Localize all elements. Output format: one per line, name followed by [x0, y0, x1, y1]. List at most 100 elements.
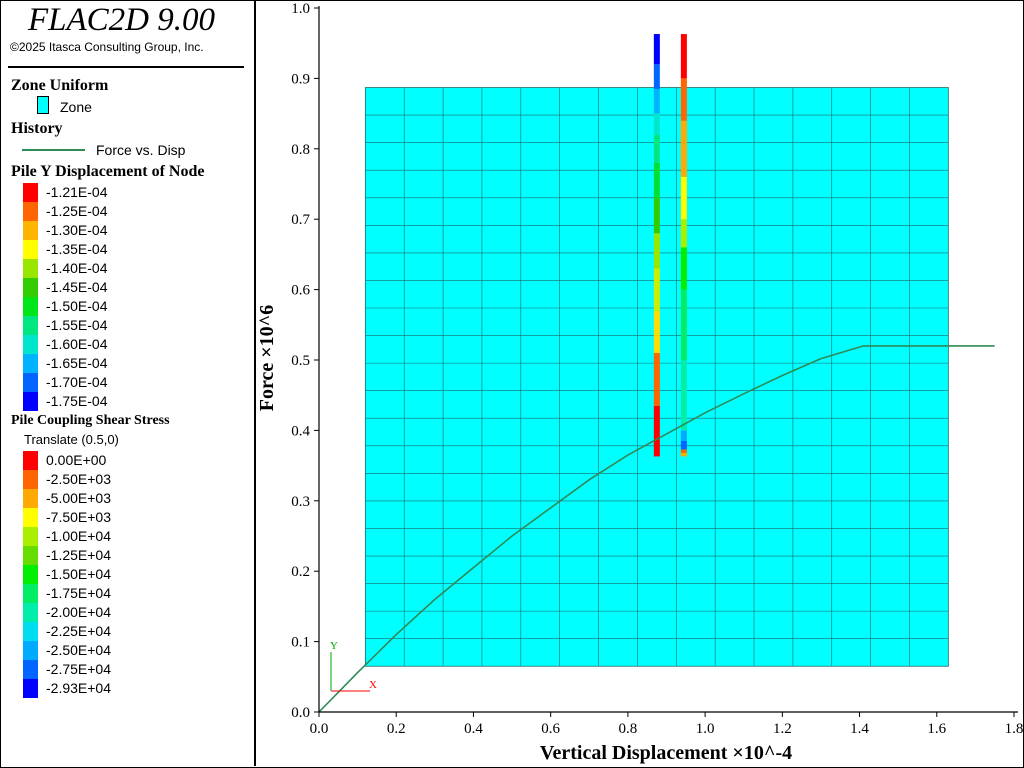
pile-displacement-segment	[653, 88, 660, 114]
pile-displacement-segment	[653, 233, 660, 269]
pile-disp-scale-swatch	[23, 240, 38, 259]
x-tick-label: 1.2	[773, 721, 792, 737]
pile-shear-scale-label: -1.50E+04	[46, 566, 111, 582]
y-tick-label: 0.9	[291, 71, 310, 87]
pile-shear-scale-label: 0.00E+00	[46, 452, 107, 468]
pile-shear-scale-labels: 0.00E+00 -2.50E+03 -5.00E+03 -7.50E+03 -1.00…	[46, 451, 111, 698]
y-tick-label: 0.2	[291, 564, 310, 580]
y-tick-label: 0.1	[291, 635, 310, 651]
pile-shear-segment	[680, 360, 687, 431]
pile-displacement-segment	[653, 405, 660, 457]
series-line-force-vs-disp	[318, 345, 995, 713]
zone-header: Zone Uniform	[11, 77, 109, 94]
pile-disp-scale-label: -1.30E-04	[46, 222, 108, 238]
pile-disp-scale-label: -1.25E-04	[46, 203, 108, 219]
pile-disp-scale-label: -1.65E-04	[46, 355, 108, 371]
x-tick-label: 0.0	[310, 721, 329, 737]
pile-shear-segment	[680, 440, 687, 450]
pile-shear-header: Pile Coupling Shear Stress	[11, 413, 170, 428]
pile-disp-color-scale	[23, 183, 38, 411]
pile-disp-scale-label: -1.35E-04	[46, 241, 108, 257]
pile-disp-scale-swatch	[23, 221, 38, 240]
axes: 0.0 0.2 0.4 0.6 0.8 1.0 1.2 1.4 1.6 1.8 0.0 0.1 0.2 0…	[291, 1, 1023, 737]
pile-shear-scale-swatch	[23, 641, 38, 660]
history-header: History	[11, 120, 63, 137]
pile-shear-segment	[680, 247, 687, 290]
y-tick-label: 0.0	[291, 705, 310, 721]
x-axis-label: Vertical Displacement ×10^-4	[540, 742, 792, 764]
pile-shear-scale-label: -2.25E+04	[46, 623, 111, 639]
legend-panel: FLAC2D 9.00 ©2025 Itasca Consulting Grou…	[0, 0, 256, 766]
pile-disp-scale-swatch	[23, 373, 38, 392]
pile-shear-scale-label: -1.75E+04	[46, 585, 111, 601]
pile-shear-segment	[680, 120, 687, 177]
pile-disp-scale-label: -1.70E-04	[46, 374, 108, 390]
pile-shear-segment	[680, 430, 687, 441]
pile-shear-segment	[680, 452, 687, 457]
pile-shear-scale-swatch	[23, 489, 38, 508]
pile-shear-scale-label: -2.93E+04	[46, 680, 111, 696]
pile-displacement-segment	[653, 113, 660, 135]
pile-disp-scale-label: -1.50E-04	[46, 298, 108, 314]
pile-shear-scale-swatch	[23, 660, 38, 679]
pile-disp-scale-swatch	[23, 278, 38, 297]
y-tick-label: 0.7	[291, 212, 310, 228]
pile-shear-scale-label: -1.25E+04	[46, 547, 111, 563]
pile-shear-scale-swatch	[23, 622, 38, 641]
x-tick-label: 1.4	[850, 721, 869, 737]
pile-disp-scale-label: -1.55E-04	[46, 317, 108, 333]
pile-disp-scale-swatch	[23, 335, 38, 354]
pile-shear-scale-swatch	[23, 508, 38, 527]
y-axis-label: Force ×10^6	[256, 305, 278, 412]
pile-shear-scale-label: -7.50E+03	[46, 509, 111, 525]
pile-disp-scale-swatch	[23, 354, 38, 373]
pile-shear-scale-label: -2.50E+03	[46, 471, 111, 487]
pile-shear-subtitle: Translate (0.5,0)	[24, 432, 119, 447]
pile-shear-scale-swatch	[23, 603, 38, 622]
pile-shear-scale-swatch	[23, 470, 38, 489]
pile-disp-scale-label: -1.75E-04	[46, 393, 108, 409]
pile-shear-scale-label: -1.00E+04	[46, 528, 111, 544]
y-tick-label: 1.0	[291, 1, 310, 17]
pile-shear-segment	[680, 78, 687, 121]
pile-shear-scale-swatch	[23, 679, 38, 698]
x-tick-label: 1.6	[927, 721, 946, 737]
series-lines	[318, 345, 995, 713]
pile-displacement-segment	[653, 134, 660, 163]
x-tick-label: 1.8	[1005, 721, 1024, 737]
pile-disp-header: Pile Y Displacement of Node	[11, 163, 205, 180]
pile-shear-scale-swatch	[23, 527, 38, 546]
pile-elements	[653, 34, 687, 457]
x-tick-label: 0.6	[541, 721, 560, 737]
pile-shear-segment	[680, 449, 687, 453]
pile-shear-scale-label: -2.50E+04	[46, 642, 111, 658]
pile-displacement-segment	[653, 310, 660, 353]
pile-shear-scale-label: -2.75E+04	[46, 661, 111, 677]
triad-y-label: Y	[330, 640, 338, 652]
pile-disp-scale-label: -1.45E-04	[46, 279, 108, 295]
x-tick-label: 0.2	[387, 721, 406, 737]
pile-disp-scale-swatch	[23, 392, 38, 411]
pile-disp-scale-label: -1.60E-04	[46, 336, 108, 352]
pile-disp-scale-swatch	[23, 316, 38, 335]
pile-displacement-segment	[653, 64, 660, 89]
y-tick-label: 0.4	[291, 423, 310, 439]
y-tick-label: 0.8	[291, 142, 310, 158]
pile-displacement-segment	[653, 268, 660, 311]
pile-shear-scale-swatch	[23, 451, 38, 470]
pile-displacement-segment	[653, 34, 660, 65]
history-label: Force vs. Disp	[96, 142, 186, 158]
y-tick-label: 0.5	[291, 353, 310, 369]
y-tick-label: 0.3	[291, 494, 310, 510]
pile-disp-scale-label: -1.21E-04	[46, 184, 108, 200]
pile-disp-scale-swatch	[23, 183, 38, 202]
pile-displacement-segment	[653, 352, 660, 406]
pile-shear-segment	[680, 219, 687, 248]
pile-disp-scale-label: -1.40E-04	[46, 260, 108, 276]
pile-shear-segment	[680, 289, 687, 360]
pile-disp-scale-swatch	[23, 259, 38, 278]
pile-shear-color-scale	[23, 451, 38, 698]
pile-shear-scale-swatch	[23, 546, 38, 565]
pile-disp-scale-labels: -1.21E-04 -1.25E-04 -1.30E-04 -1.35E-04 -1.4…	[46, 183, 107, 411]
pile-shear-segment	[680, 34, 687, 79]
